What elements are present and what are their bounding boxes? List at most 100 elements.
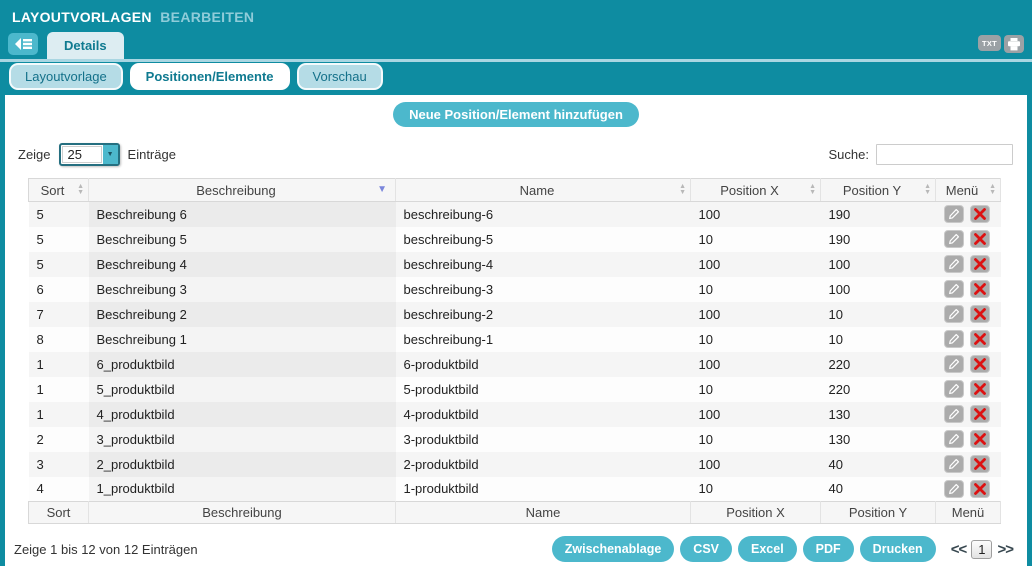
- delete-button[interactable]: [970, 380, 991, 398]
- tab-details[interactable]: Details: [47, 32, 124, 59]
- column-header-menu[interactable]: Menü ▲ ▼: [935, 178, 1001, 202]
- cell-position-y: 40: [820, 451, 936, 477]
- copy-button[interactable]: Zwischenablage: [551, 536, 675, 562]
- pdf-button[interactable]: PDF: [802, 536, 854, 562]
- length-suffix-label: Einträge: [127, 147, 176, 162]
- cell-position-x: 100: [690, 401, 821, 427]
- edit-button[interactable]: [943, 280, 964, 298]
- cell-position-y: 100: [820, 251, 936, 277]
- edit-button[interactable]: [943, 330, 964, 348]
- cell-sort: 8: [28, 326, 89, 352]
- delete-button[interactable]: [970, 455, 991, 473]
- table-row[interactable]: 2 3_produktbild 3-produktbild 10 130: [28, 426, 1001, 452]
- edit-button[interactable]: [943, 205, 964, 224]
- cell-beschreibung: 3_produktbild: [88, 426, 396, 452]
- delete-button[interactable]: [970, 230, 991, 248]
- cell-sort: 4: [28, 476, 89, 502]
- cell-menu: [935, 251, 1001, 277]
- table-row[interactable]: 1 4_produktbild 4-produktbild 100 130: [28, 401, 1001, 427]
- pencil-icon: [948, 208, 960, 220]
- column-header-sort[interactable]: Sort ▲ ▼: [28, 178, 89, 202]
- table-row[interactable]: 3 2_produktbild 2-produktbild 100 40: [28, 451, 1001, 477]
- cell-beschreibung: Beschreibung 6: [88, 201, 396, 227]
- next-page-button[interactable]: >>: [997, 540, 1014, 558]
- edit-button[interactable]: [943, 355, 964, 373]
- cell-position-x: 100: [690, 351, 821, 377]
- txt-export-icon[interactable]: TXT: [978, 35, 1001, 51]
- table-row[interactable]: 1 5_produktbild 5-produktbild 10 220: [28, 376, 1001, 402]
- column-header-position-x[interactable]: Position X ▲ ▼: [690, 178, 821, 202]
- edit-button[interactable]: [943, 405, 964, 423]
- table-row[interactable]: 6 Beschreibung 3 beschreibung-3 10 100: [28, 276, 1001, 302]
- positions-table: Sort ▲ ▼ Beschreibung ▼ Name ▲ ▼ Position …: [28, 178, 1001, 524]
- sort-both-icon: ▲ ▼: [809, 183, 816, 196]
- page-length-select[interactable]: 25 ▼: [58, 143, 120, 166]
- cell-beschreibung: Beschreibung 2: [88, 301, 396, 327]
- delete-button[interactable]: [970, 255, 991, 273]
- delete-button[interactable]: [970, 430, 991, 448]
- cell-sort: 1: [28, 351, 89, 377]
- printer-icon[interactable]: [1004, 35, 1024, 53]
- cell-name: 2-produktbild: [395, 451, 691, 477]
- sort-both-icon: ▲ ▼: [77, 183, 84, 196]
- table-row[interactable]: 4 1_produktbild 1-produktbild 10 40: [28, 476, 1001, 502]
- new-position-button[interactable]: Neue Position/Element hinzufügen: [393, 102, 639, 127]
- excel-button[interactable]: Excel: [738, 536, 797, 562]
- pagination: << 1 >>: [950, 539, 1014, 559]
- delete-button[interactable]: [970, 280, 991, 298]
- edit-button[interactable]: [943, 305, 964, 323]
- cell-beschreibung: Beschreibung 3: [88, 276, 396, 302]
- page-title: LAYOUTVORLAGEN: [12, 9, 152, 25]
- cell-name: beschreibung-3: [395, 276, 691, 302]
- footer-column-menu: Menü: [935, 501, 1001, 524]
- pencil-icon: [948, 483, 960, 495]
- red-x-icon: [974, 383, 987, 395]
- footer-column-beschreibung: Beschreibung: [88, 501, 396, 524]
- cell-position-y: 40: [820, 476, 936, 502]
- subtab-vorschau[interactable]: Vorschau: [296, 63, 383, 90]
- delete-button[interactable]: [970, 479, 991, 498]
- delete-button[interactable]: [970, 330, 991, 348]
- delete-button[interactable]: [970, 405, 991, 423]
- delete-button[interactable]: [970, 305, 991, 323]
- red-x-icon: [974, 208, 987, 221]
- red-x-icon: [974, 458, 987, 470]
- pencil-icon: [948, 283, 960, 295]
- delete-button[interactable]: [970, 205, 991, 224]
- table-row[interactable]: 7 Beschreibung 2 beschreibung-2 100 10: [28, 301, 1001, 327]
- subtab-positionen-elemente[interactable]: Positionen/Elemente: [129, 63, 290, 90]
- edit-button[interactable]: [943, 255, 964, 273]
- table-row[interactable]: 1 6_produktbild 6-produktbild 100 220: [28, 351, 1001, 377]
- cell-position-x: 10: [690, 476, 821, 502]
- red-x-icon: [974, 358, 987, 370]
- table-row[interactable]: 8 Beschreibung 1 beschreibung-1 10 10: [28, 326, 1001, 352]
- search-input[interactable]: [876, 144, 1013, 165]
- column-header-name[interactable]: Name ▲ ▼: [395, 178, 691, 202]
- table-row[interactable]: 5 Beschreibung 5 beschreibung-5 10 190: [28, 226, 1001, 252]
- delete-button[interactable]: [970, 355, 991, 373]
- edit-button[interactable]: [943, 230, 964, 248]
- cell-sort: 6: [28, 276, 89, 302]
- prev-page-button[interactable]: <<: [950, 540, 968, 558]
- table-row[interactable]: 5 Beschreibung 6 beschreibung-6 100 190: [28, 201, 1001, 227]
- subtab-layoutvorlage[interactable]: Layoutvorlage: [9, 63, 123, 90]
- print-button[interactable]: Drucken: [859, 536, 936, 562]
- column-header-position-y[interactable]: Position Y ▲ ▼: [820, 178, 936, 202]
- edit-button[interactable]: [943, 455, 964, 473]
- cell-beschreibung: Beschreibung 1: [88, 326, 396, 352]
- back-button[interactable]: [8, 33, 38, 55]
- edit-button[interactable]: [943, 430, 964, 448]
- footer-column-position-x: Position X: [690, 501, 821, 524]
- cell-position-y: 130: [820, 401, 936, 427]
- cell-beschreibung: 6_produktbild: [88, 351, 396, 377]
- edit-button[interactable]: [943, 479, 964, 498]
- csv-button[interactable]: CSV: [680, 536, 732, 562]
- edit-button[interactable]: [943, 380, 964, 398]
- cell-position-x: 10: [690, 426, 821, 452]
- cell-menu: [935, 476, 1001, 502]
- current-page-button[interactable]: 1: [971, 539, 993, 559]
- cell-name: 1-produktbild: [395, 476, 691, 502]
- column-header-beschreibung[interactable]: Beschreibung ▼: [88, 178, 396, 202]
- table-row[interactable]: 5 Beschreibung 4 beschreibung-4 100 100: [28, 251, 1001, 277]
- cell-position-x: 10: [690, 226, 821, 252]
